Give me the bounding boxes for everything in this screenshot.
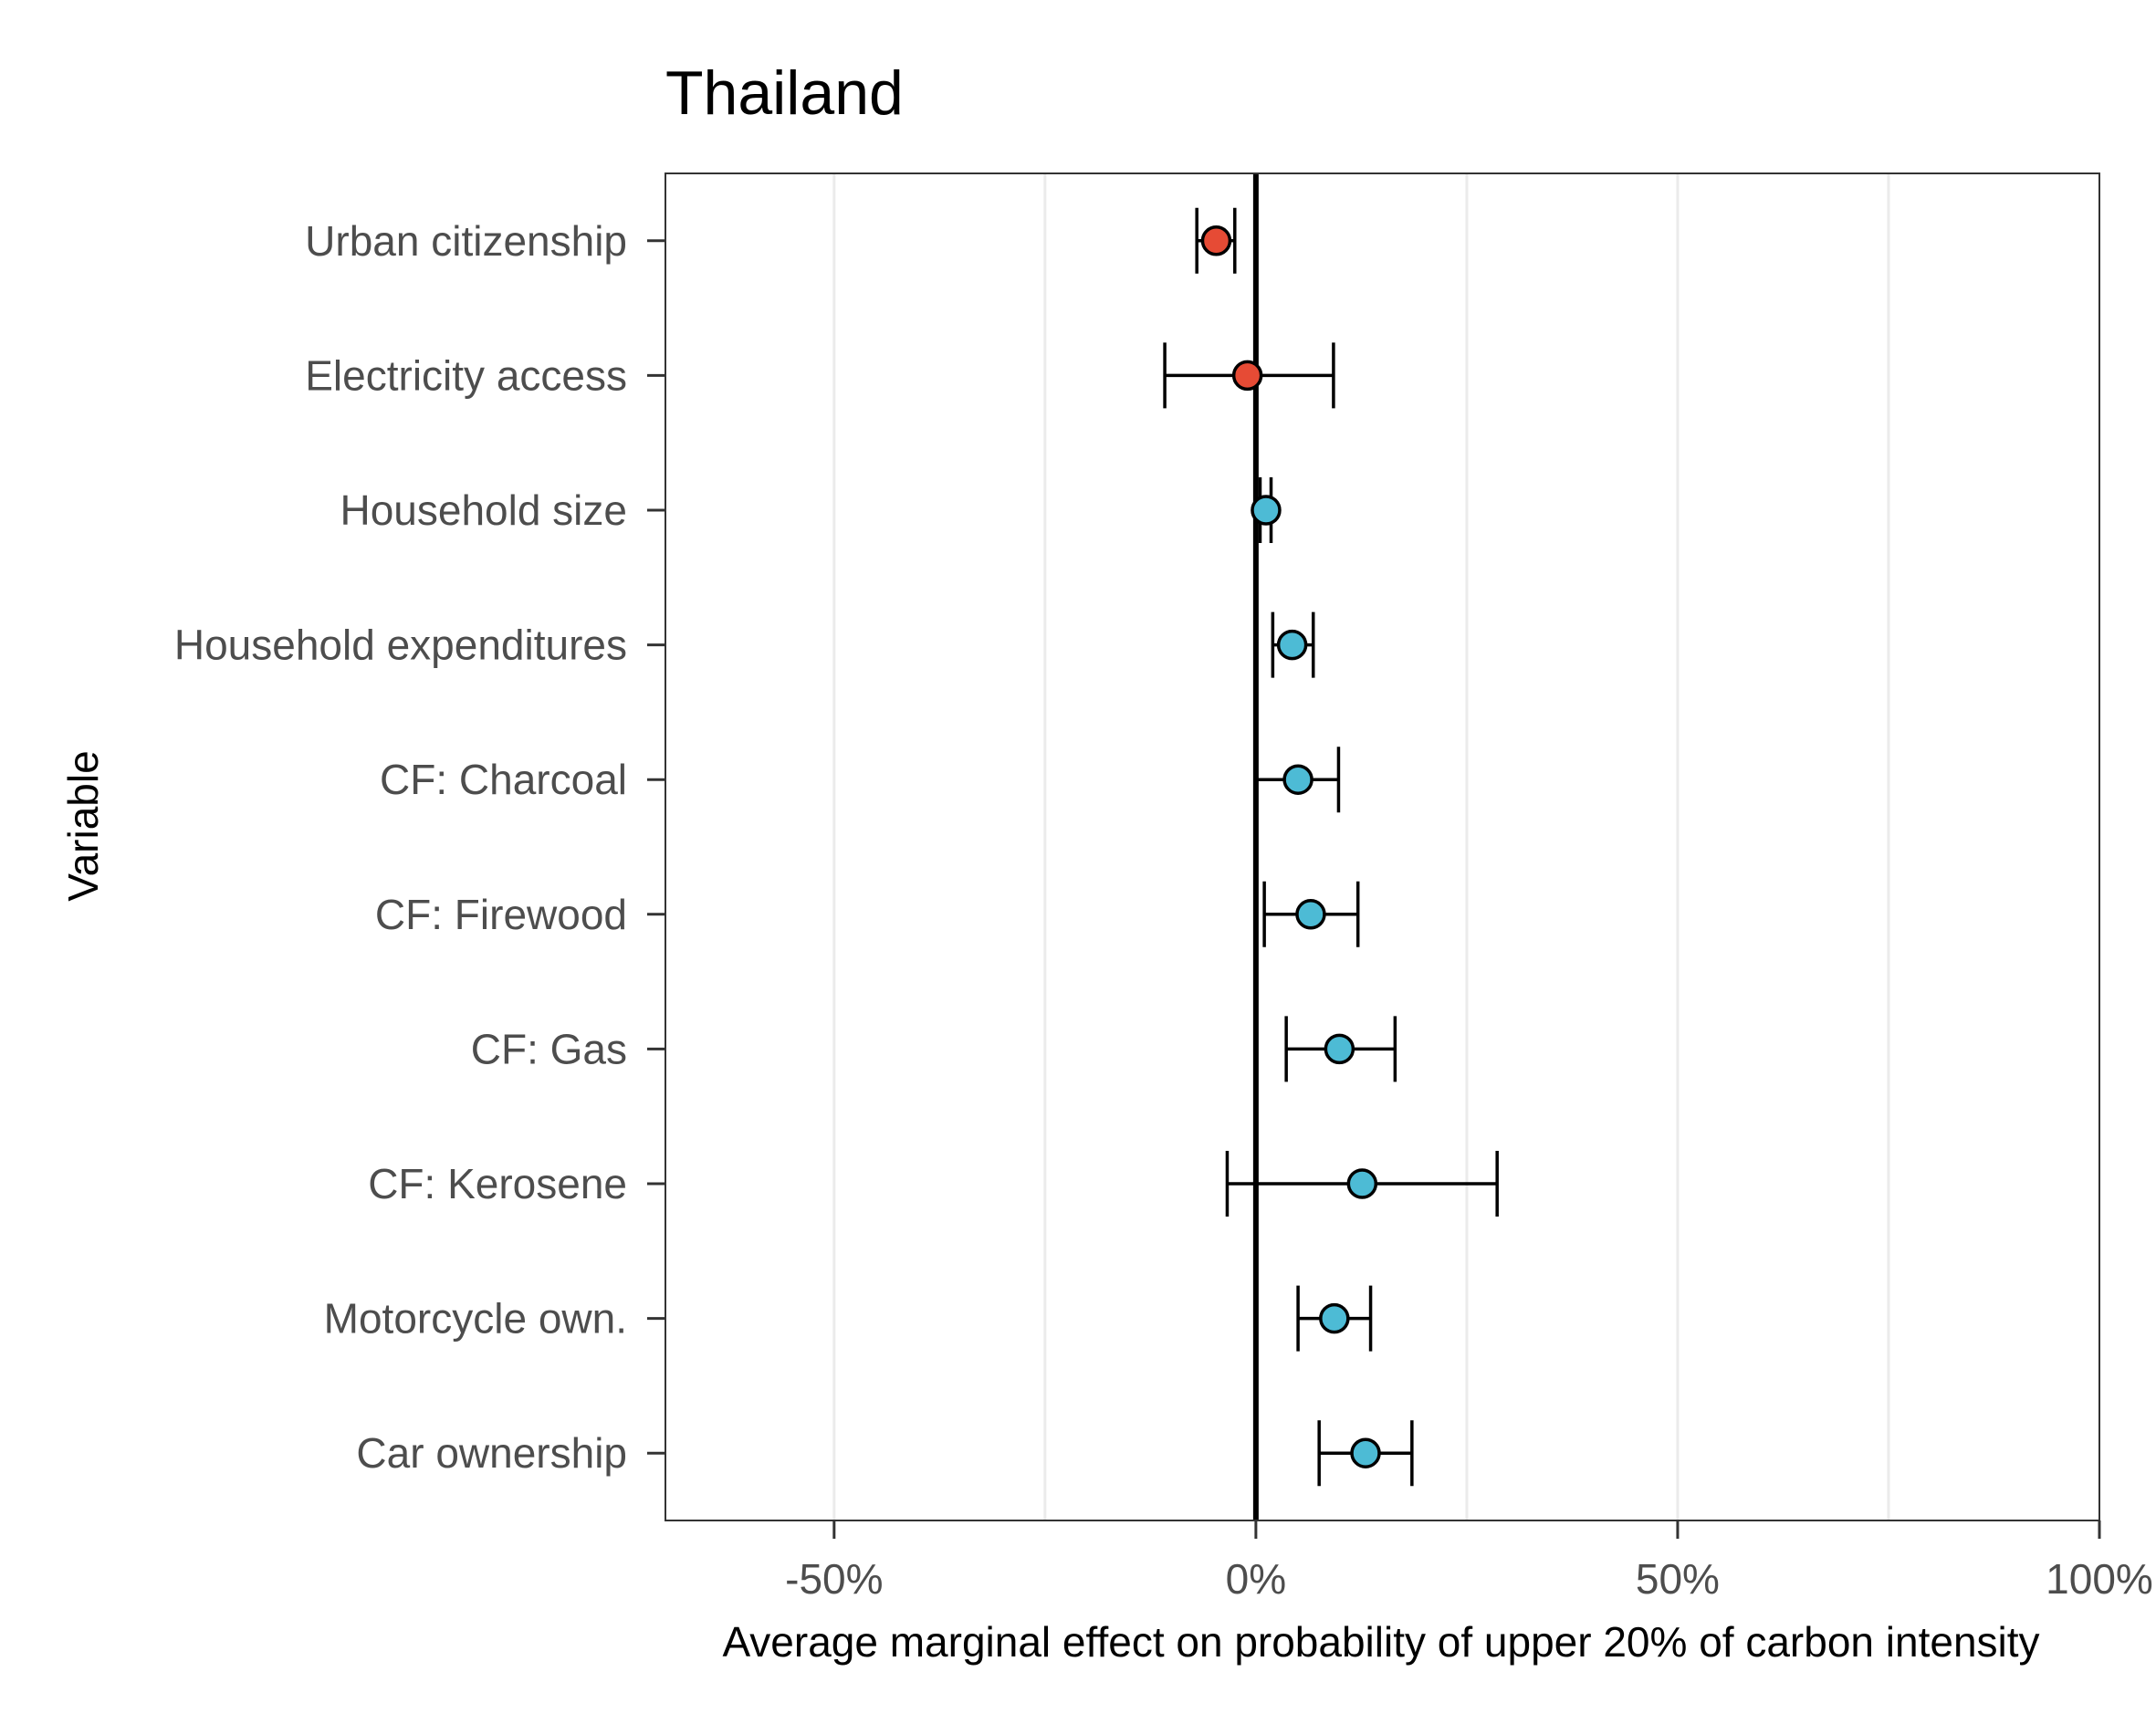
x-tick-label: 100% — [2046, 1555, 2153, 1603]
y-tick-label: Urban citizenship — [305, 217, 627, 265]
estimate-point — [1324, 1033, 1355, 1065]
x-tick-label: 50% — [1636, 1555, 1720, 1603]
y-tick-label: Motorcycle own. — [324, 1295, 627, 1343]
estimate-points — [1200, 225, 1381, 1468]
y-axis-ticks: Urban citizenship Electricity access House… — [174, 217, 665, 1477]
x-axis-label: Average marginal effect on probability o… — [722, 1618, 2039, 1666]
estimate-point — [1200, 225, 1232, 256]
estimate-point — [1231, 360, 1263, 392]
y-tick-label: Household expenditures — [174, 622, 627, 669]
estimate-point — [1251, 495, 1282, 526]
x-tick-label: -50% — [785, 1555, 883, 1603]
y-tick-label: Household size — [340, 486, 627, 534]
y-tick-label: CF: Gas — [471, 1025, 627, 1072]
estimate-point — [1319, 1302, 1350, 1334]
plot-panel-border — [665, 172, 2100, 1521]
y-tick-label: Electricity access — [305, 351, 627, 399]
chart-title: Thailand — [665, 58, 904, 128]
x-axis-ticks: -50% 0% 50% 100% — [785, 1520, 2153, 1603]
estimate-point — [1346, 1168, 1378, 1199]
y-tick-label: Car ownership — [356, 1429, 627, 1477]
y-tick-label: CF: Charcoal — [380, 756, 627, 803]
grid-lines — [832, 173, 1890, 1520]
estimate-point — [1276, 629, 1308, 661]
x-tick-label: 0% — [1226, 1555, 1286, 1603]
estimate-point — [1350, 1437, 1381, 1468]
y-tick-label: CF: Firewood — [375, 891, 627, 938]
y-tick-label: CF: Kerosene — [368, 1160, 627, 1207]
estimate-point — [1295, 899, 1326, 930]
estimate-point — [1282, 764, 1313, 795]
y-axis-label: Variable — [59, 750, 107, 901]
